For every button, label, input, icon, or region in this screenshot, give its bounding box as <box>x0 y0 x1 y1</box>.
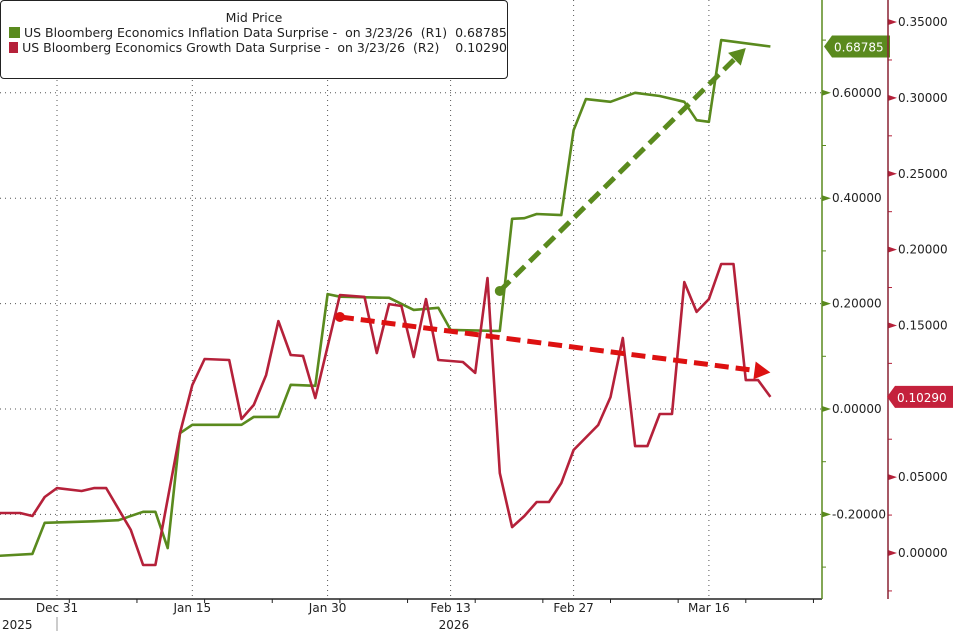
annotations <box>334 48 771 380</box>
r1-last-value-tag: 0.68785 <box>834 41 884 55</box>
r2-tick-label: 0.05000 <box>898 470 948 484</box>
r2-tick-mark <box>888 94 897 101</box>
x-tick-label: Mar 16 <box>688 601 730 615</box>
r1-axis: 0.60000 0.40000 0.20000 0.00000 -0.20000 0.68… <box>821 0 890 599</box>
r2-last-value-tag: 0.10290 <box>897 391 947 405</box>
r2-tick-label: 0.15000 <box>898 318 948 332</box>
r1-tick-mark <box>822 89 831 96</box>
series <box>0 38 772 567</box>
r1-tick-mark <box>822 300 831 307</box>
r2-tick-mark <box>888 322 897 329</box>
grid <box>0 0 822 599</box>
legend-title: Mid Price <box>225 10 283 25</box>
trend-arrow-head-0 <box>728 48 746 66</box>
legend-label-growth: US Bloomberg Economics Growth Data Surpr… <box>22 40 507 55</box>
r2-tick-mark <box>888 170 897 177</box>
r2-last-value-tag-bg <box>887 385 953 408</box>
x-tick-label: Feb 27 <box>553 601 593 615</box>
x-tick-label: Dec 31 <box>36 601 78 615</box>
legend-label-inflation: US Bloomberg Economics Inflation Data Su… <box>24 25 507 40</box>
x-year-label: 2025 <box>2 618 33 631</box>
r2-axis: 0.35000 0.30000 0.25000 0.20000 0.15000 0.050… <box>887 0 953 599</box>
x-axis: Dec 31 Jan 15 Jan 30 Feb 13 Feb 27 Mar 16 2025… <box>0 598 822 631</box>
legend-swatch-growth <box>9 42 19 53</box>
trend-arrow-line-0 <box>498 57 737 293</box>
x-tick-label: Jan 15 <box>173 601 212 615</box>
x-tick-label: Feb 13 <box>430 601 470 615</box>
legend-entry-inflation: US Bloomberg Economics Inflation Data Su… <box>9 25 507 40</box>
trend-arrow-start-dot-1 <box>334 311 345 322</box>
r2-tick-mark <box>888 550 897 556</box>
r2-tick-mark <box>888 246 897 253</box>
r2-tick-label: 0.20000 <box>898 243 948 257</box>
r2-tick-mark <box>888 474 897 481</box>
r1-tick-label: -0.20000 <box>832 507 886 521</box>
legend-swatch-inflation <box>9 27 20 38</box>
x-tick-label: Jan 30 <box>308 601 347 615</box>
trend-arrow-head-1 <box>753 361 771 380</box>
r2-tick-mark <box>888 19 897 26</box>
r1-tick-label: 0.20000 <box>832 297 882 311</box>
r1-tick-mark <box>822 195 831 202</box>
legend: Mid Price US Bloomberg Economics Inflati… <box>0 0 508 79</box>
legend-entry-growth: US Bloomberg Economics Growth Data Surpr… <box>9 40 507 55</box>
r1-last-value-tag-bg <box>824 35 890 58</box>
r1-tick-mark <box>822 406 831 412</box>
inflation-series-line <box>0 38 771 558</box>
r2-tick-label: 0.30000 <box>898 91 948 105</box>
r1-tick-mark <box>822 511 831 518</box>
r1-tick-label: 0.00000 <box>832 402 882 416</box>
r1-tick-label: 0.40000 <box>832 191 882 205</box>
r2-tick-label: 0.35000 <box>898 15 948 29</box>
r1-tick-label: 0.60000 <box>832 86 882 100</box>
r2-tick-label: 0.00000 <box>898 546 948 560</box>
x-year-label: 2026 <box>439 618 470 631</box>
trend-arrow-start-dot-0 <box>494 285 505 296</box>
trend-arrow-line-1 <box>339 314 755 373</box>
r2-tick-label: 0.25000 <box>898 167 948 181</box>
growth-series-line <box>0 262 772 567</box>
